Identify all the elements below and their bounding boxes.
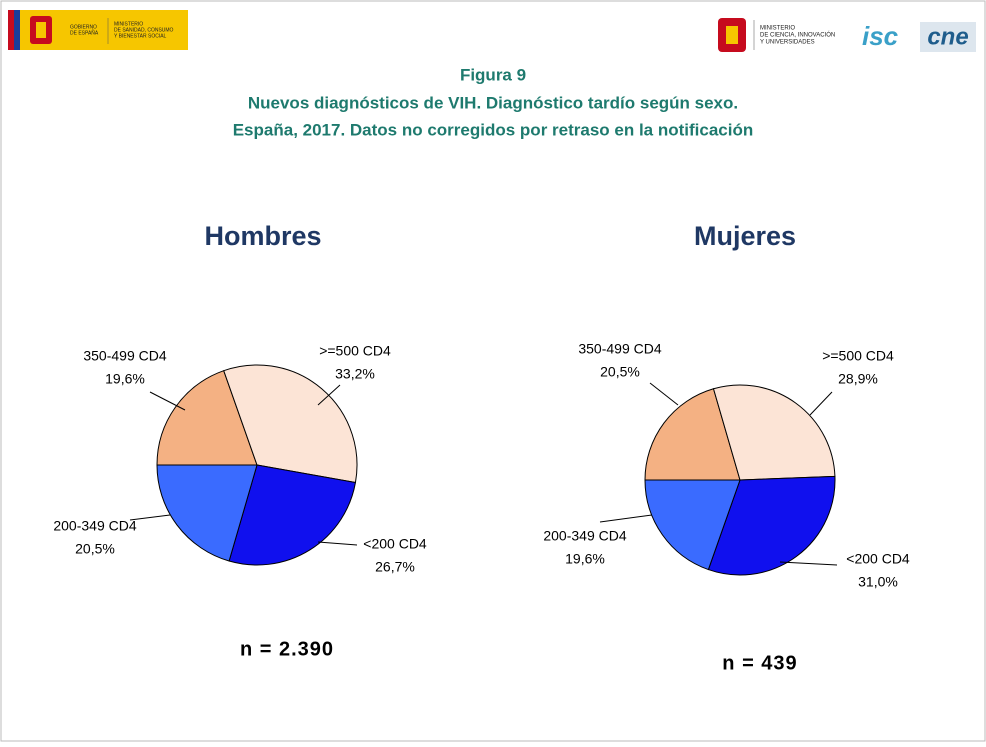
slice-label: 200-349 CD4 — [53, 518, 136, 534]
slice-value-label: 19,6% — [565, 551, 605, 567]
pie-slice — [644, 388, 741, 481]
pie-slice — [707, 475, 836, 576]
logo-isc: isc — [862, 21, 899, 51]
logo-text: DE CIENCIA, INNOVACIÓN — [760, 32, 835, 39]
leader-line — [149, 391, 186, 411]
pie-slice — [228, 464, 357, 566]
slice-label: 350-499 CD4 — [83, 348, 166, 364]
slice-label: >=500 CD4 — [319, 343, 391, 359]
pie-title: Mujeres — [694, 221, 796, 251]
leader-line — [317, 541, 358, 546]
sample-size: n = 2.390 — [240, 638, 334, 660]
crest — [36, 22, 46, 38]
slice-label: >=500 CD4 — [822, 348, 894, 364]
pie-title: Hombres — [204, 221, 321, 251]
logo-text: DE ESPAÑA — [70, 29, 99, 36]
crest — [726, 26, 738, 44]
slice-value-label: 20,5% — [75, 541, 115, 557]
sample-size: n = 439 — [722, 652, 797, 674]
pie-slice — [223, 364, 358, 484]
slice-value-label: 28,9% — [838, 371, 878, 387]
figure-title: España, 2017. Datos no corregidos por re… — [233, 120, 754, 139]
logo-text: MINISTERIO — [760, 26, 795, 32]
logo-text: Y UNIVERSIDADES — [760, 40, 815, 46]
slice-value-label: 26,7% — [375, 559, 415, 575]
logo-text: GOBIERNO — [70, 24, 97, 30]
slice-label: <200 CD4 — [363, 536, 427, 552]
figure-label: Figura 9 — [460, 65, 526, 84]
leader-line — [129, 514, 171, 521]
leader-line — [599, 514, 653, 523]
logo-text: Y BIENESTAR SOCIAL — [114, 33, 167, 39]
slice-label: <200 CD4 — [846, 551, 910, 567]
slice-value-label: 31,0% — [858, 574, 898, 590]
logo-text: DE SANIDAD, CONSUMO — [114, 27, 174, 33]
slice-value-label: 19,6% — [105, 371, 145, 387]
figure-title: Nuevos diagnósticos de VIH. Diagnóstico … — [248, 93, 738, 112]
slice-value-label: 33,2% — [335, 366, 375, 382]
pie-slice — [156, 464, 258, 562]
flag-stripe — [14, 10, 20, 50]
leader-line — [779, 561, 838, 566]
logo-cne: cne — [927, 23, 968, 50]
logo-box — [920, 22, 976, 52]
pie-slice — [644, 479, 741, 571]
leader-line — [317, 384, 341, 406]
logo-text: MINISTERIO — [114, 21, 143, 27]
slice-label: 200-349 CD4 — [543, 528, 626, 544]
leader-line — [809, 391, 833, 416]
pie-slice — [712, 384, 836, 481]
leader-line — [649, 382, 679, 406]
flag-stripe — [8, 10, 14, 50]
slice-value-label: 20,5% — [600, 364, 640, 380]
slice-label: 350-499 CD4 — [578, 341, 661, 357]
